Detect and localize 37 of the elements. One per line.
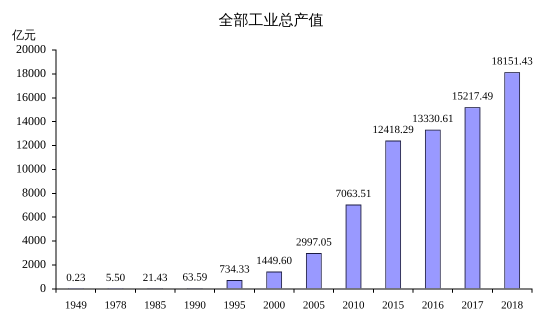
x-tick-label: 1995 (224, 299, 246, 312)
y-tick-label: 16000 (16, 90, 46, 104)
x-tick-label: 2018 (501, 299, 524, 312)
data-label: 7063.51 (336, 188, 372, 200)
x-tick-label: 2016 (422, 299, 444, 312)
y-tick-label: 12000 (16, 138, 46, 152)
y-tick-label: 2000 (22, 257, 46, 272)
data-label: 0.23 (66, 272, 86, 284)
data-label: 18151.43 (492, 55, 534, 68)
x-tick-label: 2010 (342, 299, 365, 312)
data-label: 15217.49 (452, 90, 494, 102)
chart-title: 全部工业总产值 (218, 10, 324, 29)
data-label: 1449.60 (256, 254, 293, 267)
y-tick-label: 4000 (22, 233, 46, 248)
y-tick-label: 18000 (16, 66, 46, 80)
y-tick-label: 8000 (22, 185, 46, 200)
y-tick-label: 20000 (16, 42, 46, 56)
y-tick-label: 14000 (16, 114, 46, 128)
x-tick-label: 2005 (302, 299, 326, 312)
data-label: 63.59 (182, 271, 208, 284)
data-label: 21.43 (142, 272, 168, 284)
x-tick-label: 2017 (462, 299, 484, 312)
x-tick-label: 2000 (263, 299, 286, 312)
x-tick-label: 1985 (144, 299, 167, 312)
data-label: 2997.05 (296, 236, 332, 248)
data-label: 734.33 (219, 263, 250, 276)
y-tick-label: 0 (40, 280, 46, 295)
y-tick-label: 10000 (16, 162, 46, 176)
data-label: 5.50 (106, 272, 126, 284)
y-tick-label: 6000 (22, 209, 46, 224)
data-label: 13330.61 (412, 113, 454, 126)
x-tick-label: 2015 (382, 299, 405, 312)
data-label: 12418.29 (372, 124, 414, 136)
x-tick-label: 1990 (184, 299, 206, 312)
x-tick-label: 1949 (64, 299, 88, 312)
x-tick-label: 1978 (104, 299, 127, 312)
y-axis-title: 亿元 (11, 28, 36, 42)
